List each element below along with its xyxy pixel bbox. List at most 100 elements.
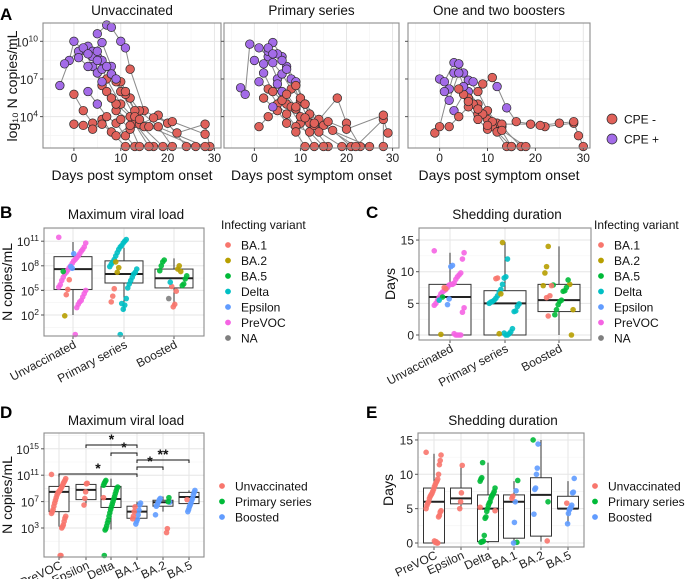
point-cpe-positive — [97, 77, 107, 87]
point-cpe-positive — [281, 64, 292, 74]
point-cpe-negative — [268, 86, 278, 97]
group-ba-1 — [126, 500, 148, 527]
group-primary-series — [104, 236, 144, 338]
data-point — [55, 284, 62, 290]
tick-base: 10 — [21, 496, 35, 510]
y-tick-label: 0 — [406, 537, 413, 551]
legend-key — [592, 483, 598, 489]
point-cpe-negative — [328, 125, 338, 136]
group-ba-2 — [152, 494, 174, 536]
point-cpe-positive — [449, 105, 459, 116]
legend-label: Boosted — [608, 511, 652, 525]
data-point — [179, 282, 186, 289]
x-tick-label: 0 — [251, 151, 258, 165]
group-boosted — [537, 243, 581, 338]
point-cpe-negative — [191, 141, 201, 152]
legend-key — [225, 335, 231, 341]
point-cpe-negative — [258, 93, 269, 103]
panel-title: Shedding duration — [452, 207, 562, 222]
point-cpe-negative — [291, 102, 301, 112]
point-cpe-positive — [277, 55, 287, 66]
significance-bracket: * — [85, 431, 138, 448]
tick-exponent: 3 — [34, 520, 39, 530]
data-point — [438, 331, 444, 338]
point-cpe-negative — [125, 120, 135, 131]
point-cpe-negative — [78, 105, 88, 116]
legend-key-cpe_positive — [606, 133, 618, 145]
group-delta — [100, 477, 122, 559]
tick-base: 10 — [21, 260, 35, 274]
point-cpe-negative — [144, 121, 154, 132]
legend-key — [225, 288, 231, 295]
data-point — [185, 508, 191, 515]
facet-title: Primary series — [268, 3, 355, 18]
data-point — [479, 459, 486, 466]
point-cpe-negative — [88, 124, 98, 134]
data-point — [67, 263, 74, 270]
legend-key — [598, 335, 604, 341]
point-cpe-positive — [116, 36, 126, 46]
legend-key — [225, 257, 231, 264]
point-cpe-negative — [487, 72, 497, 83]
point-cpe-negative — [281, 89, 292, 99]
legend-label: BA.5 — [241, 270, 267, 284]
x-tick-label: 20 — [340, 151, 354, 165]
data-point — [48, 471, 55, 478]
point-cpe-negative — [102, 111, 112, 122]
box-iqr — [530, 477, 552, 537]
data-point — [135, 512, 141, 518]
tick-exponent: 15 — [30, 441, 40, 451]
data-point — [509, 495, 515, 502]
point-cpe-negative — [454, 84, 464, 94]
tick-exponent: 7 — [33, 71, 38, 81]
data-point — [100, 482, 107, 489]
data-point — [477, 478, 483, 484]
y-tick-label: 103 — [21, 520, 39, 536]
data-point — [111, 285, 118, 292]
significance-bracket: ** — [136, 446, 190, 463]
data-point — [431, 538, 438, 544]
data-point — [565, 510, 572, 517]
point-cpe-positive — [92, 99, 102, 109]
panel-label-A: A — [0, 5, 12, 24]
data-point — [570, 306, 576, 313]
tick-exponent: 4 — [33, 109, 38, 119]
legend-label: PreVOC — [241, 316, 286, 330]
legend-label: Delta — [614, 285, 642, 299]
legend-key — [225, 273, 231, 279]
data-point — [552, 311, 558, 318]
data-point — [112, 259, 119, 265]
point-cpe-positive — [249, 55, 260, 66]
point-cpe-positive — [73, 53, 84, 63]
point-cpe-negative — [300, 141, 310, 152]
point-cpe-positive — [55, 80, 65, 91]
point-cpe-negative — [134, 141, 145, 152]
data-point — [461, 304, 467, 311]
point-cpe-negative — [430, 128, 440, 138]
data-point — [535, 441, 541, 447]
point-cpe-negative — [444, 121, 454, 132]
significance-bracket: * — [136, 453, 164, 470]
data-point — [545, 313, 552, 319]
data-point — [530, 437, 536, 443]
point-cpe-negative — [78, 120, 88, 131]
x-tick-label: 30 — [577, 151, 591, 165]
group-epsilon — [75, 480, 97, 508]
data-point — [553, 306, 560, 313]
data-point — [514, 303, 521, 310]
data-point — [153, 503, 160, 510]
x-tick-label: 20 — [161, 151, 175, 165]
data-point — [163, 529, 170, 536]
tick-base: 10 — [16, 443, 30, 457]
data-point — [459, 309, 466, 316]
tick-base: 10 — [21, 284, 35, 298]
point-cpe-negative — [281, 118, 292, 128]
data-point — [184, 496, 190, 503]
tick-base: 10 — [15, 35, 29, 49]
data-point — [55, 234, 62, 241]
point-cpe-negative — [305, 127, 315, 137]
bracket-line — [85, 444, 138, 448]
facet-primary-series: Primary series 0 10 20 30 Days post symptom o… — [221, 3, 400, 183]
